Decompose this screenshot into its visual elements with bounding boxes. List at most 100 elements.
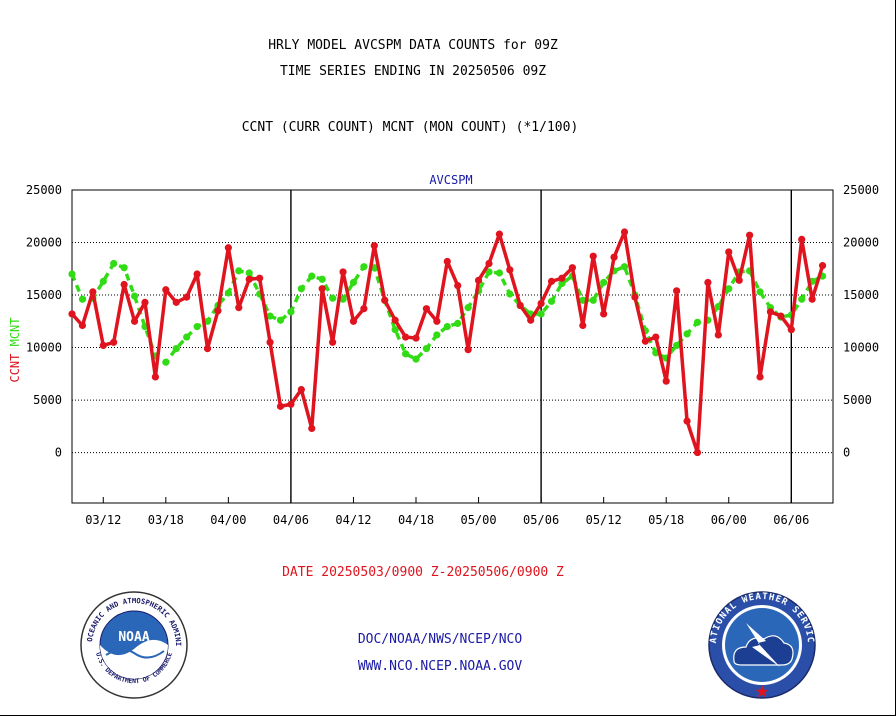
data-point-ccnt: [808, 295, 816, 303]
data-point-mcnt: [443, 322, 451, 331]
data-point-ccnt: [735, 276, 743, 284]
data-point-mcnt: [78, 295, 87, 303]
data-point-mcnt: [360, 263, 368, 271]
data-point-ccnt: [798, 235, 806, 243]
data-point-ccnt: [725, 248, 733, 256]
chart-legend-description: CCNT (CURR COUNT) MCNT (MON COUNT) (*1/1…: [241, 120, 579, 135]
data-point-ccnt: [683, 417, 691, 425]
data-point-ccnt: [318, 285, 326, 293]
data-point-ccnt: [203, 345, 212, 353]
data-point-ccnt: [527, 316, 535, 324]
data-point-mcnt: [245, 269, 253, 277]
data-point-mcnt: [339, 295, 347, 303]
data-point-ccnt: [141, 298, 149, 306]
data-point-ccnt: [329, 338, 337, 346]
data-point-mcnt: [600, 278, 608, 287]
data-point-ccnt: [474, 276, 483, 284]
data-point-ccnt: [506, 266, 514, 274]
data-point-ccnt: [224, 244, 232, 252]
data-point-ccnt: [287, 400, 295, 408]
data-point-ccnt: [652, 333, 660, 341]
data-point-ccnt: [235, 304, 243, 312]
data-point-mcnt: [224, 289, 232, 297]
data-point-mcnt: [464, 304, 472, 312]
data-point-ccnt: [110, 338, 118, 346]
x-tick-label: 03/18: [148, 513, 184, 527]
nws-logo-icon: NATIONAL WEATHER SERVICE: [706, 589, 816, 699]
data-point-mcnt: [68, 270, 76, 278]
y-tick-label-right: 5000: [843, 393, 872, 407]
data-point-mcnt: [756, 288, 764, 296]
data-point-ccnt: [766, 308, 775, 316]
data-point-mcnt: [693, 318, 702, 326]
data-point-ccnt: [172, 298, 180, 306]
time-series-chart: 0 0 5000 5000 10000 10000 15000 15000 20000 20000…: [8, 173, 879, 527]
data-point-ccnt: [214, 307, 222, 315]
data-point-ccnt: [443, 257, 451, 266]
x-tick-label: 04/00: [210, 513, 246, 527]
y-axis-label: CCNT MCNT: [8, 317, 22, 382]
data-point-ccnt: [276, 402, 285, 410]
data-point-ccnt: [454, 281, 462, 290]
data-point-ccnt: [422, 305, 431, 313]
y-tick-label-left: 5000: [33, 393, 62, 407]
y-tick-label-right: 25000: [843, 183, 879, 197]
data-point-mcnt: [495, 269, 504, 277]
data-point-ccnt: [433, 317, 441, 325]
chart-subtitle: AVCSPM: [429, 173, 472, 187]
data-point-ccnt: [401, 333, 410, 341]
data-point-ccnt: [756, 373, 764, 381]
data-point-ccnt: [99, 341, 107, 350]
data-point-mcnt: [99, 277, 107, 285]
data-point-mcnt: [172, 345, 180, 353]
data-point-mcnt: [308, 272, 316, 280]
data-point-ccnt: [266, 338, 274, 346]
data-point-ccnt: [495, 230, 504, 238]
data-point-mcnt: [422, 345, 431, 353]
data-point-mcnt: [349, 278, 358, 287]
date-range-label: DATE 20250503/0900 Z-20250506/0900 Z: [282, 565, 564, 580]
data-point-ccnt: [547, 277, 556, 285]
data-point-ccnt: [297, 385, 305, 394]
data-point-ccnt: [610, 253, 618, 261]
data-point-mcnt: [558, 279, 566, 288]
noaa-logo-wordmark: NOAA: [118, 630, 149, 645]
series-line-ccnt: [70, 230, 825, 455]
data-point-ccnt: [130, 317, 139, 325]
x-tick-label: 04/06: [273, 513, 309, 527]
organization-line: DOC/NOAA/NWS/NCEP/NCO: [357, 632, 523, 647]
x-tick-label: 05/12: [586, 513, 622, 527]
data-point-ccnt: [89, 288, 97, 296]
x-tick-label: 05/18: [648, 513, 684, 527]
x-tick-label: 05/06: [523, 513, 559, 527]
data-point-ccnt: [673, 287, 681, 295]
data-point-mcnt: [506, 290, 514, 298]
data-point-mcnt: [318, 275, 326, 283]
y-tick-label-right: 15000: [843, 288, 879, 302]
data-point-ccnt: [714, 331, 722, 339]
data-point-mcnt: [454, 319, 462, 327]
data-point-mcnt: [391, 326, 399, 334]
data-point-mcnt: [683, 330, 691, 338]
data-point-ccnt: [693, 448, 702, 457]
data-point-mcnt: [130, 292, 139, 300]
data-point-ccnt: [256, 274, 264, 282]
data-point-ccnt: [631, 293, 639, 301]
data-point-mcnt: [183, 333, 191, 341]
y-tick-label-left: 10000: [26, 341, 62, 355]
data-point-ccnt: [381, 296, 389, 304]
data-point-ccnt: [579, 321, 587, 330]
data-point-ccnt: [370, 242, 378, 250]
data-point-ccnt: [339, 268, 347, 276]
data-point-ccnt: [78, 321, 87, 330]
data-point-mcnt: [537, 310, 545, 318]
data-point-mcnt: [162, 358, 170, 366]
data-point-mcnt: [401, 350, 410, 358]
data-point-ccnt: [245, 275, 253, 283]
y-tick-label-left: 25000: [26, 183, 62, 197]
data-point-ccnt: [537, 299, 545, 308]
y-tick-label-left: 15000: [26, 288, 62, 302]
data-point-ccnt: [308, 424, 316, 433]
data-point-mcnt: [120, 264, 128, 272]
